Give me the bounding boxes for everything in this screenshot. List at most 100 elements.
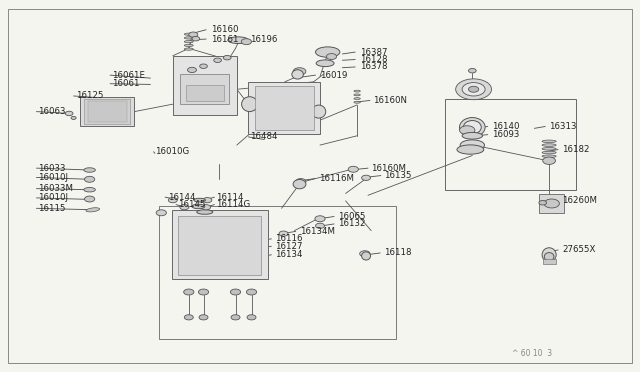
Circle shape: [203, 198, 212, 203]
Circle shape: [198, 289, 209, 295]
Circle shape: [326, 54, 337, 60]
Ellipse shape: [542, 144, 556, 146]
Circle shape: [462, 83, 485, 96]
Ellipse shape: [354, 90, 360, 92]
Text: 16114G: 16114G: [216, 200, 251, 209]
Text: 16387: 16387: [360, 48, 387, 57]
Ellipse shape: [194, 198, 205, 202]
Ellipse shape: [292, 70, 303, 79]
Ellipse shape: [184, 44, 193, 46]
Circle shape: [241, 39, 252, 45]
Ellipse shape: [242, 97, 258, 112]
Ellipse shape: [460, 118, 485, 137]
Circle shape: [259, 92, 310, 122]
Circle shape: [84, 176, 95, 182]
Ellipse shape: [84, 168, 95, 172]
Circle shape: [180, 205, 189, 210]
Circle shape: [468, 86, 479, 92]
Ellipse shape: [184, 37, 193, 39]
Circle shape: [315, 216, 325, 222]
Circle shape: [214, 58, 221, 62]
Circle shape: [539, 201, 547, 205]
Text: 16118: 16118: [384, 248, 412, 257]
Text: 16161: 16161: [211, 35, 239, 44]
Text: 16313: 16313: [549, 122, 577, 131]
Circle shape: [199, 315, 208, 320]
Circle shape: [293, 68, 306, 75]
Text: ^ 60 10  3: ^ 60 10 3: [512, 349, 552, 358]
Circle shape: [168, 198, 177, 203]
Ellipse shape: [463, 121, 481, 134]
Text: 16132: 16132: [338, 219, 365, 228]
Circle shape: [156, 210, 166, 216]
Text: 16116: 16116: [275, 234, 303, 243]
Ellipse shape: [84, 187, 95, 192]
Circle shape: [266, 97, 302, 118]
Circle shape: [188, 67, 196, 73]
Circle shape: [231, 315, 240, 320]
Text: 16019: 16019: [320, 71, 348, 80]
Text: 16033M: 16033M: [38, 184, 74, 193]
Text: 16128: 16128: [360, 55, 387, 64]
Ellipse shape: [354, 97, 360, 99]
Circle shape: [184, 289, 194, 295]
Circle shape: [296, 179, 306, 185]
Circle shape: [71, 116, 76, 119]
Text: 16196: 16196: [250, 35, 277, 44]
Text: 16125: 16125: [76, 92, 103, 100]
Circle shape: [360, 251, 370, 257]
FancyBboxPatch shape: [88, 101, 127, 122]
FancyBboxPatch shape: [180, 74, 229, 104]
Circle shape: [84, 196, 95, 202]
Circle shape: [65, 111, 73, 116]
Circle shape: [230, 289, 241, 295]
Text: 16114: 16114: [216, 193, 244, 202]
Ellipse shape: [184, 41, 193, 43]
Ellipse shape: [316, 47, 340, 57]
Text: 16033: 16033: [38, 164, 66, 173]
Ellipse shape: [312, 105, 326, 118]
Circle shape: [181, 219, 196, 228]
Text: 16378: 16378: [360, 62, 387, 71]
Circle shape: [199, 234, 240, 257]
Ellipse shape: [192, 204, 205, 209]
Text: 16144: 16144: [168, 193, 195, 202]
Circle shape: [223, 55, 231, 60]
Circle shape: [279, 231, 288, 236]
Circle shape: [348, 166, 358, 172]
Circle shape: [456, 79, 492, 100]
Circle shape: [210, 240, 229, 251]
Ellipse shape: [462, 132, 483, 139]
Circle shape: [316, 223, 324, 228]
Text: 16134: 16134: [275, 250, 303, 259]
Circle shape: [247, 315, 256, 320]
Ellipse shape: [542, 248, 556, 262]
Circle shape: [543, 157, 556, 164]
Text: 16182: 16182: [562, 145, 589, 154]
Text: 16160N: 16160N: [373, 96, 407, 105]
FancyBboxPatch shape: [248, 82, 320, 134]
Circle shape: [246, 289, 257, 295]
FancyBboxPatch shape: [8, 9, 632, 363]
Ellipse shape: [184, 33, 193, 35]
Text: 16135: 16135: [384, 171, 412, 180]
Circle shape: [188, 227, 252, 264]
Ellipse shape: [460, 140, 484, 150]
Ellipse shape: [197, 210, 212, 214]
Text: 16061: 16061: [112, 79, 140, 88]
Text: 16160M: 16160M: [371, 164, 406, 173]
Ellipse shape: [542, 147, 556, 150]
Ellipse shape: [293, 179, 306, 189]
Text: 16260M: 16260M: [562, 196, 597, 205]
Circle shape: [189, 32, 198, 37]
Circle shape: [468, 68, 476, 73]
Circle shape: [460, 126, 475, 135]
Text: 16010G: 16010G: [155, 147, 189, 156]
Text: 16115: 16115: [38, 204, 66, 213]
Ellipse shape: [228, 37, 248, 44]
Circle shape: [202, 205, 211, 210]
Circle shape: [234, 220, 246, 228]
Ellipse shape: [354, 101, 360, 103]
FancyBboxPatch shape: [255, 86, 314, 130]
Text: 16134M: 16134M: [300, 227, 335, 236]
